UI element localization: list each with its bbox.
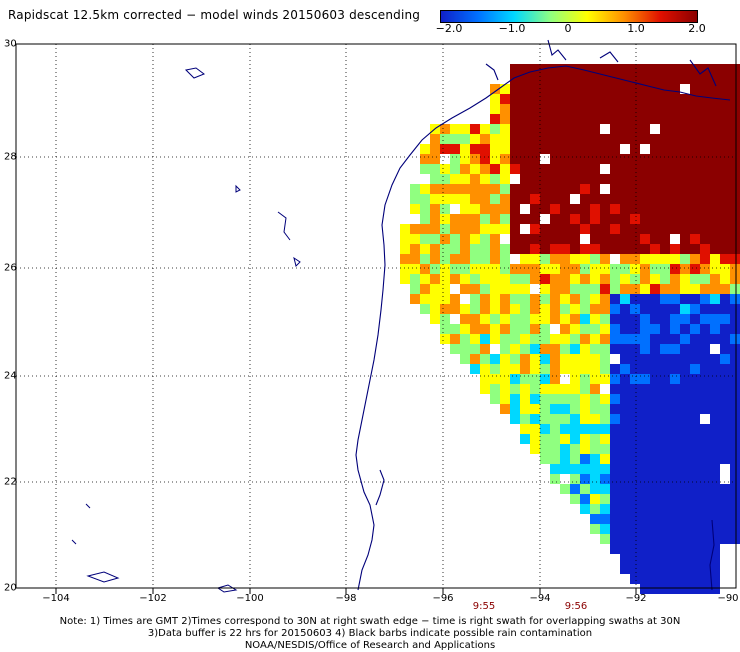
map-title: Rapidscat 12.5km corrected − model winds… [8,8,421,22]
footnotes: Note: 1) Times are GMT 2)Times correspon… [0,616,740,652]
lon-label--94: −94 [529,593,551,604]
note-line: Note: 1) Times are GMT 2)Times correspon… [59,616,681,627]
colorbar-tick: 1.0 [627,22,645,35]
wind-swath-cells [390,64,740,594]
colorbar-tick: 2.0 [688,22,706,35]
colorbar-tick: −1.0 [498,22,526,35]
note-line: NOAA/NESDIS/Office of Research and Appli… [244,640,496,651]
lon-label--90: −90 [717,593,739,604]
swath-time-label: 9:56 [564,601,588,612]
lat-label-20: 20 [4,582,17,594]
lon-label--102: −102 [139,593,167,604]
islands [71,67,301,593]
note-line: 3)Data buffer is 22 hrs for 20150603 4) … [147,628,593,639]
lat-label-24: 24 [4,370,17,382]
lat-label-28: 28 [4,151,17,163]
colorbar [440,10,698,23]
lat-label-30: 30 [4,38,17,50]
colorbar-tick: 0 [564,22,572,35]
lon-label--96: −96 [432,593,454,604]
lon-label--100: −100 [236,593,264,604]
lon-label--104: −104 [42,593,70,604]
lon-label--98: −98 [335,593,357,604]
lat-label-22: 22 [4,476,17,488]
lon-label--92: −92 [625,593,647,604]
swath-time-label: 9:55 [472,601,496,612]
coastline [355,39,731,591]
colorbar-tick: −2.0 [435,22,463,35]
lat-label-26: 26 [4,262,17,274]
